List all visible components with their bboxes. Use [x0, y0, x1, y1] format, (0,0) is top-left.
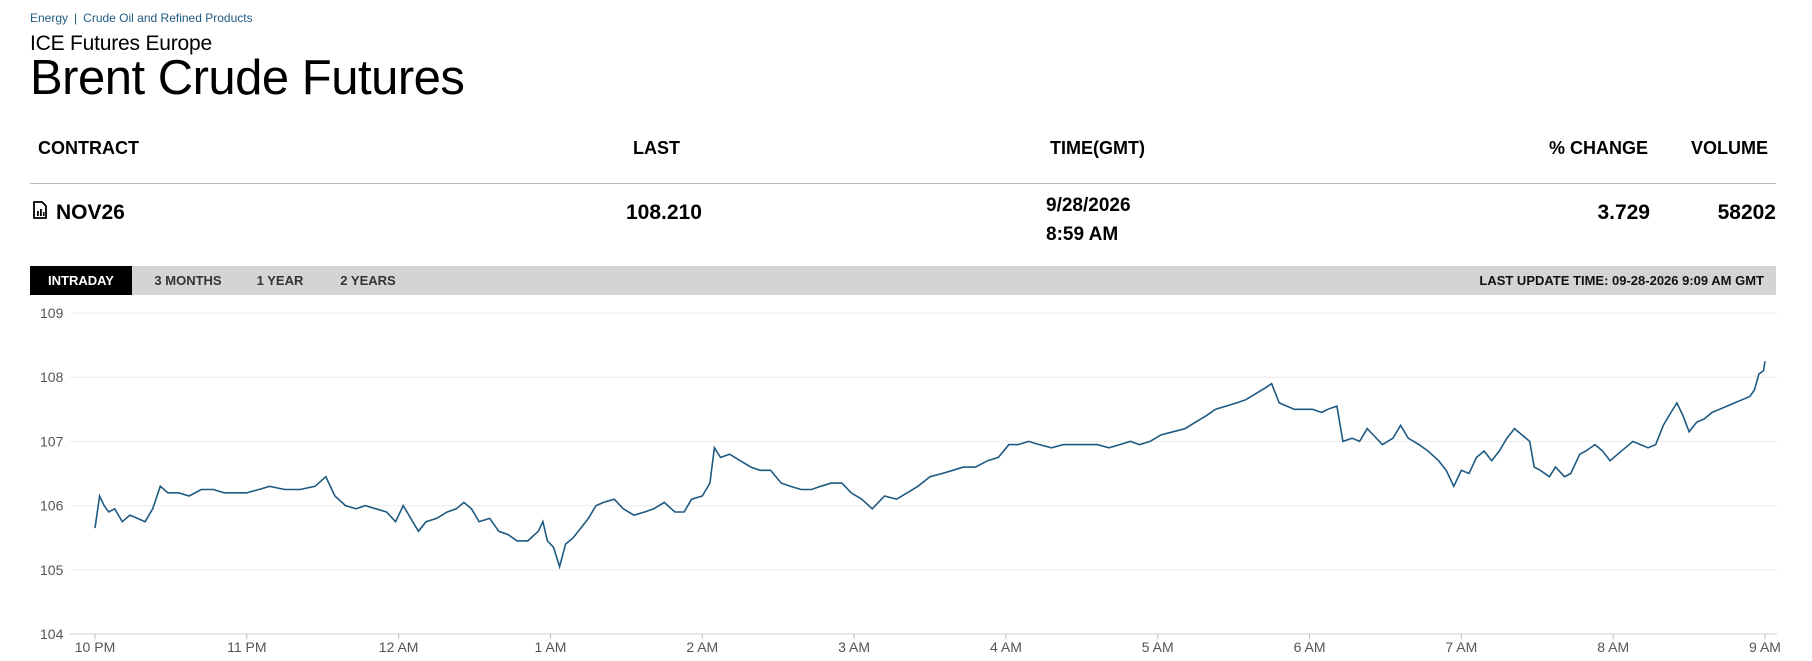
- breadcrumb-energy-link[interactable]: Energy: [30, 11, 69, 25]
- x-axis-ticks: 10 PM 11 PM 12 AM 1 AM 2 AM 3 AM 4 AM 5 AM 6 AM 7…: [75, 634, 1781, 655]
- x-tick-label: 4 AM: [990, 639, 1022, 655]
- chart-grid: [70, 312, 1777, 635]
- x-tick-label: 9 AM: [1749, 639, 1781, 655]
- x-tick-label: 2 AM: [686, 639, 718, 655]
- header-contract: CONTRACT: [38, 138, 139, 158]
- trade-date: 9/28/2026: [1046, 195, 1131, 216]
- header-time: TIME(GMT): [1050, 138, 1145, 158]
- breadcrumb-separator: |: [74, 11, 78, 25]
- x-tick-label: 11 PM: [227, 639, 266, 655]
- x-tick-label: 6 AM: [1294, 639, 1326, 655]
- y-tick-label: 104: [40, 626, 64, 642]
- breadcrumb: Energy | Crude Oil and Refined Products: [30, 11, 253, 25]
- tab-intraday[interactable]: INTRADAY: [30, 266, 132, 295]
- volume-value: 58202: [1717, 201, 1776, 224]
- percent-change: 3.729: [1597, 201, 1650, 224]
- header-last: LAST: [633, 138, 680, 158]
- y-tick-label: 106: [40, 498, 64, 514]
- tab-2-years[interactable]: 2 YEARS: [340, 273, 396, 288]
- contract-cell[interactable]: NOV26: [32, 201, 125, 225]
- x-tick-label: 3 AM: [838, 639, 870, 655]
- x-tick-label: 7 AM: [1445, 639, 1477, 655]
- header-volume: VOLUME: [1690, 138, 1768, 158]
- breadcrumb-crude-oil-link[interactable]: Crude Oil and Refined Products: [83, 11, 253, 25]
- quote-table-header: CONTRACT LAST TIME(GMT) % CHANGE VOLUME: [30, 138, 1776, 184]
- x-tick-label: 10 PM: [75, 639, 115, 655]
- tab-1-year[interactable]: 1 YEAR: [256, 273, 304, 288]
- table-row: NOV26 108.210 9/28/2026 8:59 AM 3.729 58…: [30, 184, 1776, 264]
- intraday-price-chart: 109 108 107 106 105 104 10 PM 11 PM 12 AM 1 AM 2 …: [40, 305, 1781, 655]
- tab-3-months[interactable]: 3 MONTHS: [154, 273, 222, 288]
- y-tick-label: 107: [40, 433, 64, 449]
- last-price: 108.210: [626, 201, 702, 224]
- contract-code: NOV26: [56, 201, 125, 224]
- x-tick-label: 8 AM: [1597, 639, 1629, 655]
- y-axis-ticks: 109 108 107 106 105 104: [40, 305, 64, 642]
- page-title: Brent Crude Futures: [30, 51, 465, 105]
- price-series-line: [94, 361, 1766, 570]
- x-tick-label: 12 AM: [379, 639, 419, 655]
- range-tab-bar: INTRADAY 3 MONTHS 1 YEAR 2 YEARS LAST UP…: [30, 266, 1776, 295]
- y-tick-label: 109: [40, 305, 64, 321]
- header-change: % CHANGE: [1548, 138, 1648, 158]
- trade-time: 8:59 AM: [1046, 224, 1119, 245]
- y-tick-label: 108: [40, 369, 64, 385]
- y-tick-label: 105: [40, 562, 64, 578]
- exchange-name: ICE Futures Europe: [30, 32, 212, 55]
- x-tick-label: 1 AM: [535, 639, 567, 655]
- chart-document-icon[interactable]: [32, 201, 48, 225]
- last-update-time: LAST UPDATE TIME: 09-28-2026 9:09 AM GMT: [1479, 273, 1764, 288]
- x-tick-label: 5 AM: [1142, 639, 1174, 655]
